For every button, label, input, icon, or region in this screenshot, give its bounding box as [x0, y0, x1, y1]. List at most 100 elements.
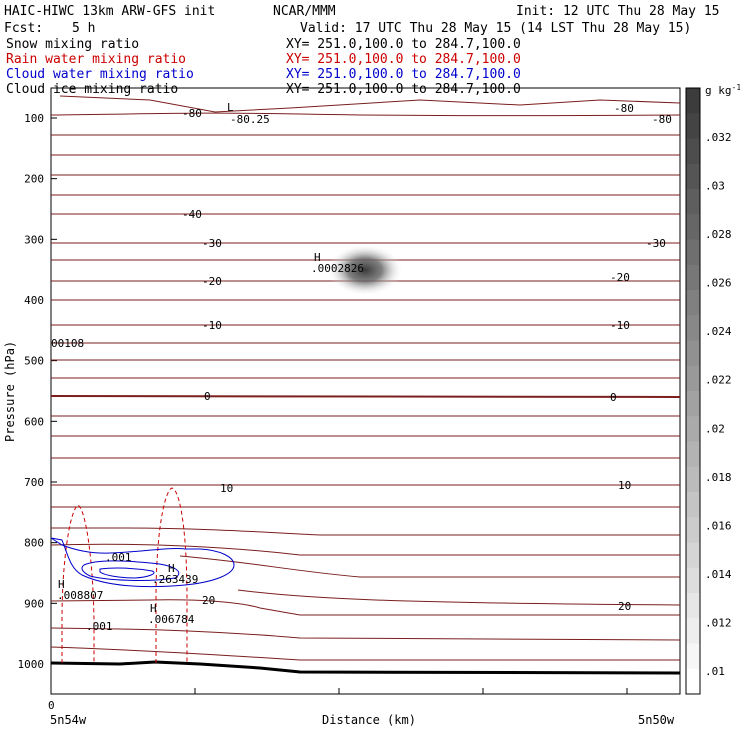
rain-contour-label: .001 — [86, 620, 113, 633]
rain-contour — [155, 487, 188, 663]
ground-surface — [50, 660, 681, 675]
temp-label-left: -40 — [182, 208, 202, 221]
x-left-label: 5n54w — [50, 713, 87, 727]
temp-contour — [50, 627, 681, 641]
x-axis-ticks — [194, 688, 628, 694]
colorbar-tick-label: .02 — [705, 422, 725, 435]
colorbar-swatch — [686, 517, 700, 543]
y-tick-label: 100 — [24, 112, 44, 125]
colorbar-swatch — [686, 668, 700, 695]
y-tick-label: 800 — [24, 537, 44, 550]
colorbar-swatch — [686, 441, 700, 468]
colorbar-tick-label: .028 — [705, 228, 732, 241]
temp-label-left: -80 — [182, 107, 202, 120]
colorbar-swatch — [686, 593, 700, 619]
y-tick-label: 900 — [24, 597, 44, 610]
org-label: NCAR/MMM — [273, 4, 336, 19]
colorbar-swatch — [686, 542, 700, 569]
temp-label-left: -10 — [202, 319, 222, 332]
temp-label-left: 10 — [220, 482, 233, 495]
temp-label-right: 0 — [610, 391, 617, 404]
x-zero-label: 0 — [48, 699, 55, 712]
colorbar-swatch — [686, 239, 700, 266]
field-name-snow: Snow mixing ratio — [6, 37, 139, 52]
y-tick-label: 300 — [24, 233, 44, 246]
x-right-label: 5n50w — [638, 713, 675, 727]
field-xy-ice: XY= 251.0,100.0 to 284.7,100.0 — [286, 82, 521, 97]
colorbar: .01 .012 .014 .016 .018 .02 .022 .024 .026 .028 .0… — [685, 87, 732, 695]
colorbar-tick-label: .024 — [705, 325, 732, 338]
colorbar-border — [685, 87, 701, 695]
y-tick-label: 700 — [24, 476, 44, 489]
temp-contour — [59, 95, 681, 113]
colorbar-tick-label: .03 — [705, 180, 725, 193]
cloud-contour — [81, 560, 180, 581]
rain-contour — [61, 504, 95, 663]
temp-label-right: -20 — [610, 271, 630, 284]
temp-label-right: -10 — [610, 319, 630, 332]
temp-contour — [50, 646, 680, 661]
field-name-rain: Rain water mixing ratio — [6, 52, 186, 67]
colorbar-tick-label: .014 — [705, 568, 732, 581]
plot-frame — [50, 87, 681, 695]
field-xy-cloud: XY= 251.0,100.0 to 284.7,100.0 — [286, 67, 521, 82]
low-value: -80.25 — [230, 113, 270, 126]
colorbar-swatch — [686, 113, 700, 139]
colorbar-swatch — [686, 391, 700, 417]
temp-contour — [237, 589, 681, 606]
colorbar-tick-label: .022 — [705, 374, 732, 387]
cloud-contour — [50, 537, 235, 588]
y-tick-label: 400 — [24, 294, 44, 307]
colorbar-swatch — [686, 264, 700, 291]
colorbar-swatch — [686, 365, 700, 392]
cloud-contour-label: .001 — [105, 551, 132, 564]
temp-contour — [179, 555, 680, 578]
colorbar-swatch — [686, 466, 700, 493]
snow-high-marker: H — [314, 251, 321, 264]
init-time: Init: 12 UTC Thu 28 May 15 — [516, 4, 720, 19]
temp-label-left: -30 — [202, 237, 222, 250]
field-name-ice: Cloud ice mixing ratio — [6, 82, 178, 97]
temp-label-left: 0 — [204, 390, 211, 403]
colorbar-swatch — [686, 163, 700, 190]
colorbar-tick-label: .032 — [705, 131, 732, 144]
x-axis-title: Distance (km) — [322, 713, 416, 727]
rain-contours — [61, 487, 188, 663]
colorbar-swatch — [686, 315, 700, 341]
rain-high-marker: H — [150, 602, 157, 615]
snow-maximum-shading — [327, 244, 403, 296]
temp-label-right: 20 — [618, 600, 631, 613]
temp-contour — [50, 395, 681, 398]
colorbar-tick-label: .012 — [705, 616, 732, 629]
y-axis-title: Pressure (hPa) — [3, 341, 17, 442]
temp-label-right: 10 — [618, 479, 631, 492]
low-marker: L — [227, 101, 234, 114]
y-tick-label: 1000 — [18, 658, 45, 671]
valid-time: Valid: 17 UTC Thu 28 May 15 (14 LST Thu … — [300, 21, 691, 36]
model-title: HAIC-HIWC 13km ARW-GFS init — [4, 4, 215, 19]
temp-contour — [50, 599, 680, 616]
left-edge-value: 00108 — [51, 337, 84, 350]
y-tick-label: 200 — [24, 173, 44, 186]
colorbar-tick-label: .026 — [705, 277, 732, 290]
cloud-high-value: .263439 — [152, 573, 198, 586]
rain-high-value: .008807 — [57, 589, 103, 602]
temp-contour — [50, 112, 681, 117]
y-tick-label: 500 — [24, 355, 44, 368]
field-xy-snow: XY= 251.0,100.0 to 284.7,100.0 — [286, 37, 521, 52]
temperature-contours — [50, 95, 681, 661]
rain-high-value: .006784 — [148, 613, 195, 626]
rain-high-marker: H — [58, 578, 65, 591]
colorbar-swatch — [686, 340, 700, 367]
colorbar-tick-label: .018 — [705, 471, 732, 484]
cloud-high-marker: H — [168, 562, 175, 575]
cloud-water-contours — [50, 537, 235, 588]
temp-contour — [51, 527, 680, 536]
colorbar-swatch — [686, 88, 700, 114]
y-tick-label: 600 — [24, 415, 44, 428]
colorbar-swatch — [686, 189, 700, 215]
colorbar-swatch — [686, 567, 700, 594]
colorbar-swatch — [686, 618, 700, 644]
cloud-contour — [99, 567, 155, 579]
